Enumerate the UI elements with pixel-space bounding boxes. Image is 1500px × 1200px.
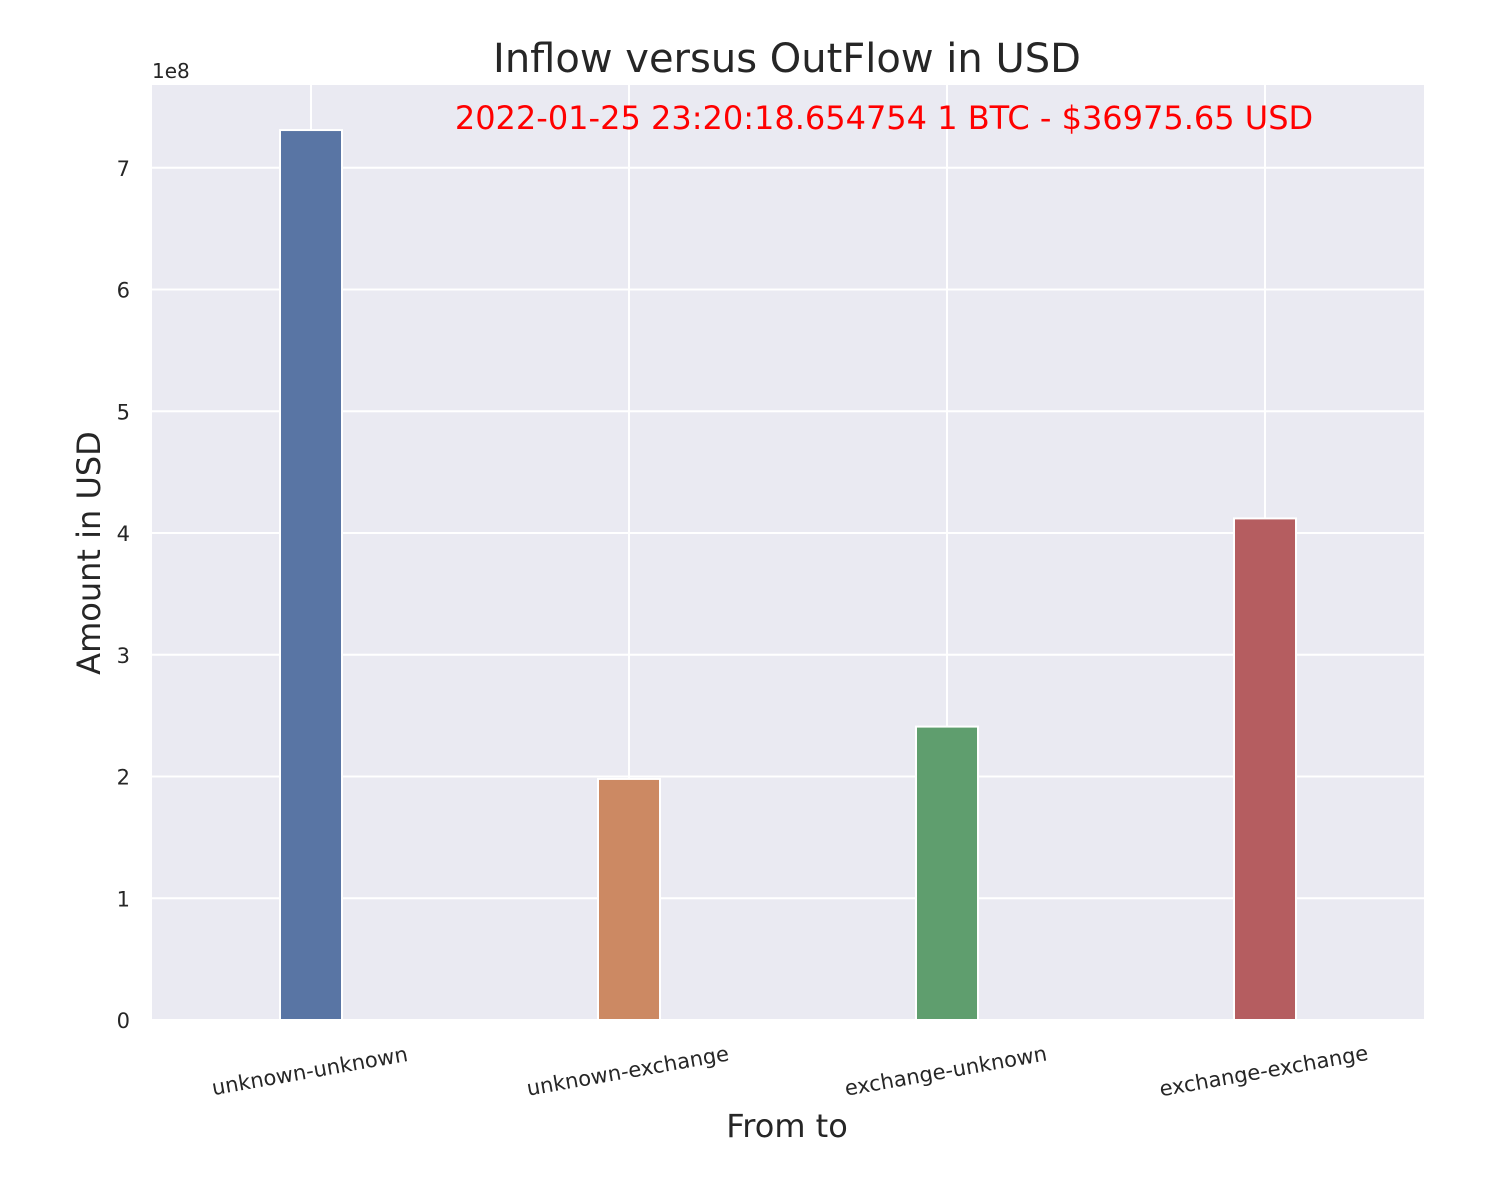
plot-area — [152, 85, 1424, 1020]
y-tick-label: 4 — [117, 522, 130, 546]
y-tick-label: 7 — [117, 157, 130, 181]
y-tick-labels: 0 1 2 3 4 5 6 7 — [117, 157, 130, 1033]
x-tick-label: unknown-exchange — [525, 1041, 731, 1100]
y-tick-label: 0 — [117, 1009, 130, 1033]
y-tick-label: 2 — [117, 766, 130, 790]
bar-exchange-exchange — [1233, 517, 1297, 1021]
x-tick-label: exchange-unknown — [843, 1041, 1049, 1100]
btc-price-annotation: 2022-01-25 23:20:18.654754 1 BTC - $3697… — [455, 99, 1313, 137]
chart-title: Inflow versus OutFlow in USD — [493, 36, 1081, 82]
y-axis-offset-label: 1e8 — [152, 59, 190, 83]
x-axis-label: From to — [726, 1107, 848, 1145]
bar-unknown-exchange — [597, 777, 661, 1021]
x-tick-label: exchange-exchange — [1158, 1041, 1370, 1101]
bars — [279, 129, 1297, 1021]
bar-unknown-unknown — [279, 129, 343, 1021]
y-tick-label: 3 — [117, 644, 130, 668]
x-tick-labels: unknown-unknown unknown-exchange exchange-… — [210, 1041, 1370, 1101]
y-axis-label: Amount in USD — [70, 431, 108, 675]
x-tick-label: unknown-unknown — [210, 1042, 410, 1100]
bar-exchange-unknown — [915, 725, 979, 1021]
y-tick-label: 1 — [117, 887, 130, 911]
y-tick-label: 6 — [117, 279, 130, 303]
y-tick-label: 5 — [117, 400, 130, 424]
